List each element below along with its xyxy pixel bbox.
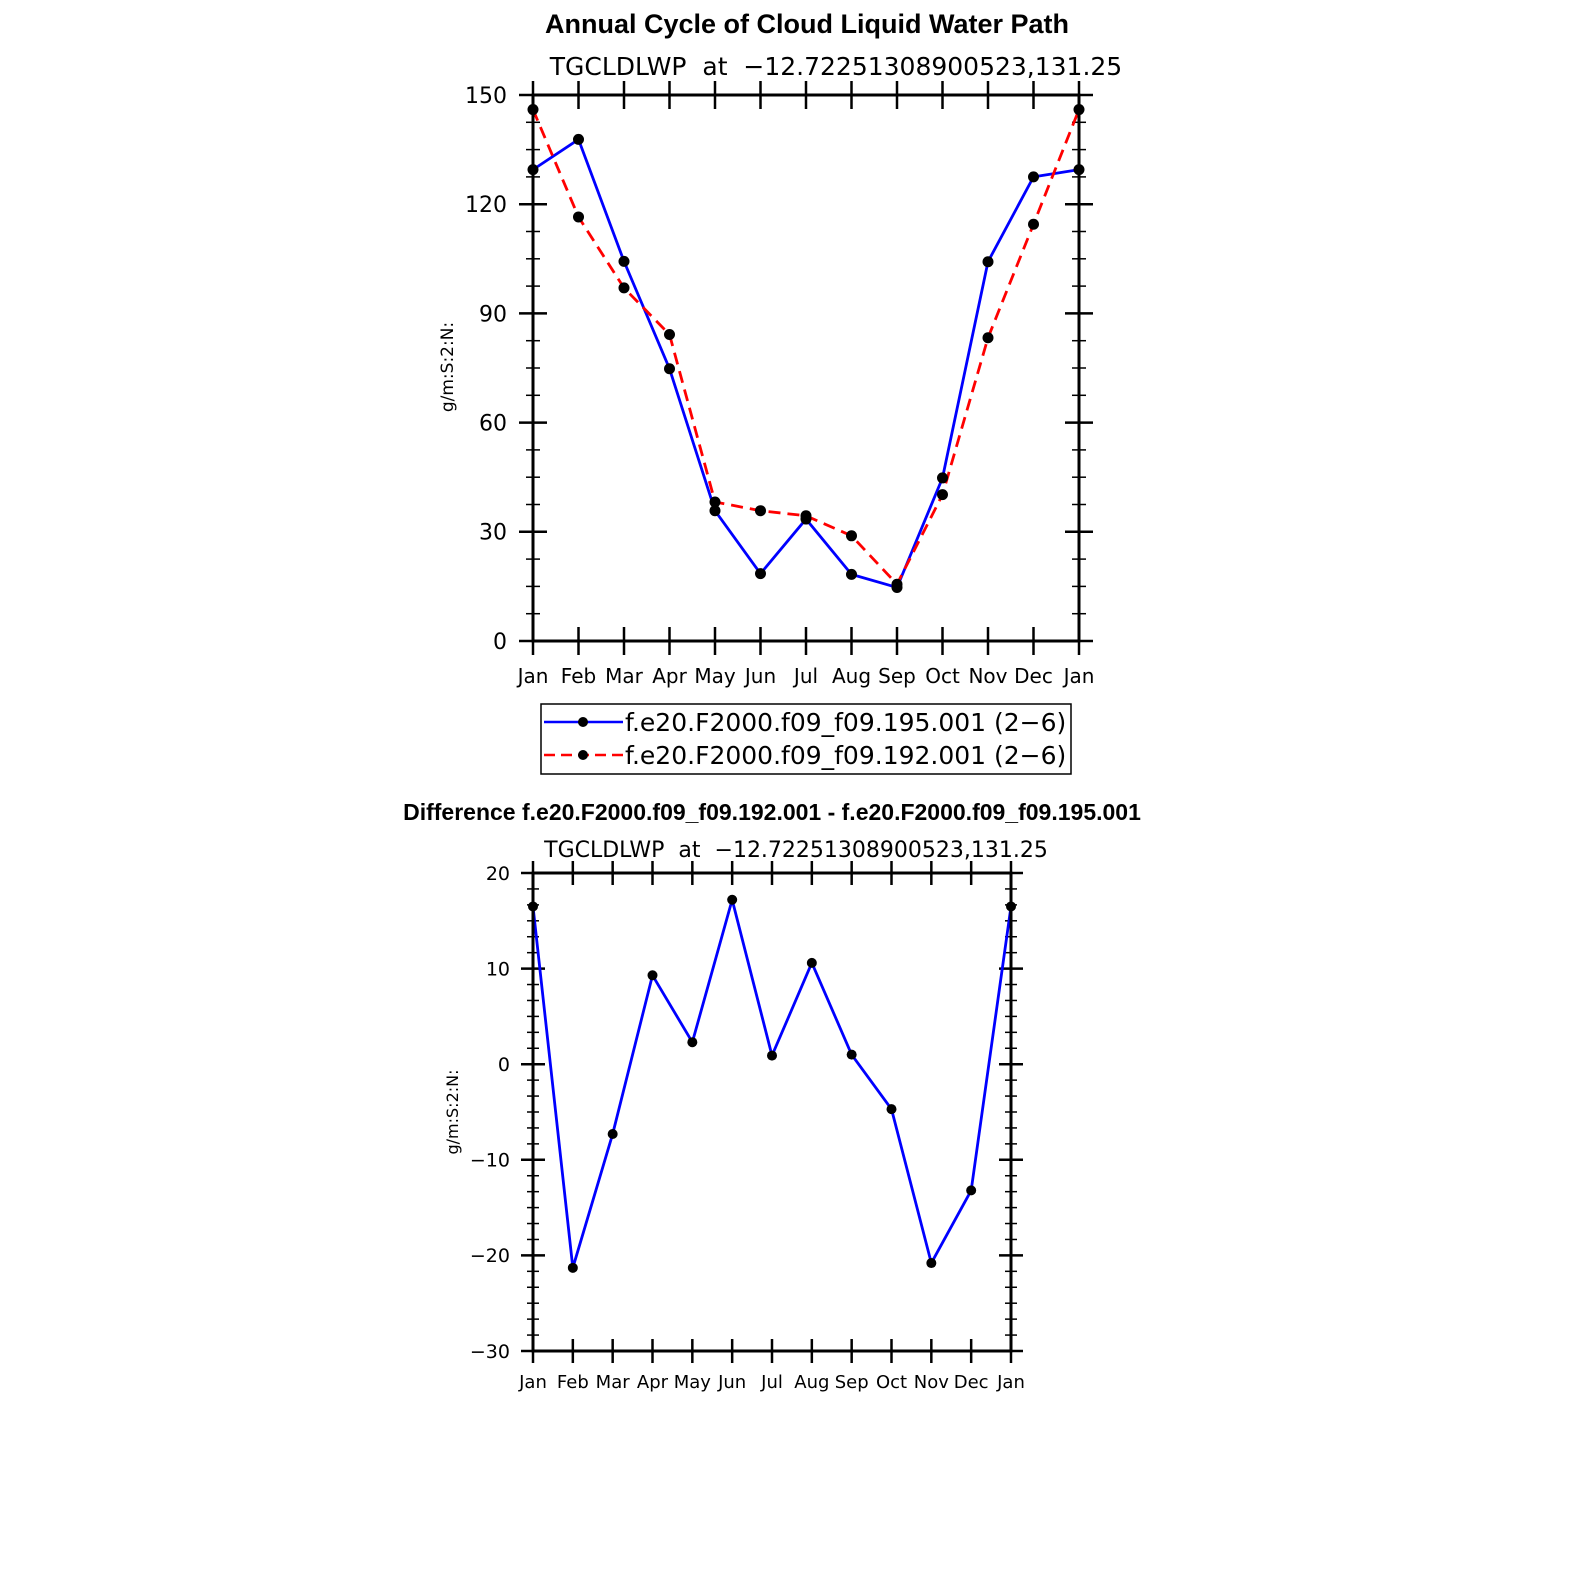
ticks-group — [519, 81, 1093, 655]
x-tick-label: Apr — [637, 1372, 669, 1393]
x-tick-label: Mar — [596, 1372, 631, 1393]
data-point-series-1 — [846, 530, 857, 542]
x-tick-label: Apr — [652, 664, 687, 688]
y-tick-label: 20 — [486, 863, 510, 885]
data-point-series-1 — [1028, 218, 1039, 230]
data-point-series-1 — [937, 489, 948, 501]
data-point-series-0 — [647, 970, 658, 981]
data-point-series-0 — [709, 505, 721, 517]
chart-subtitle: TGCLDLWP at −12.72251308900523,131.25 — [549, 52, 1122, 81]
plot-frame — [531, 93, 1081, 643]
data-point-series-1 — [800, 510, 812, 522]
legend-label-model-195: f.e20.F2000.f09_f09.195.001 (2−6) — [625, 708, 1066, 737]
y-tick-label: 90 — [479, 302, 507, 327]
x-tick-label: May — [694, 664, 736, 688]
y-tick-label: 150 — [465, 84, 507, 109]
data-point-series-0 — [727, 894, 738, 905]
y-tick-label: 10 — [486, 958, 510, 980]
x-tick-label: Nov — [914, 1372, 949, 1393]
difference-plot-frame — [531, 871, 1013, 1353]
data-point-series-0 — [664, 363, 675, 375]
x-tick-label: Aug — [794, 1372, 829, 1393]
difference-tick-labels: Jan Feb Mar Apr May Jun Jul Aug Sep Oct Nov Dec Jan−… — [470, 863, 1025, 1393]
series-markers — [527, 104, 1085, 593]
y-tick-label: 30 — [479, 521, 507, 546]
x-tick-label: Jan — [518, 1372, 547, 1393]
data-point-series-1 — [618, 282, 630, 294]
tick-labels: Jan Feb Mar Apr May Jun Jul Aug Sep Oct Nov Dec Jan 0… — [465, 84, 1094, 688]
data-point-series-0 — [618, 255, 630, 267]
data-point-series-0 — [567, 1262, 578, 1273]
data-point-series-1 — [709, 496, 721, 508]
x-tick-label: Jun — [717, 1372, 746, 1393]
data-point-series-1 — [664, 329, 675, 341]
difference-ticks-group — [521, 861, 1023, 1363]
data-point-series-0 — [767, 1050, 777, 1061]
x-tick-label: Jan — [996, 1372, 1025, 1393]
data-point-series-1 — [891, 578, 903, 590]
data-point-series-0 — [966, 1185, 977, 1196]
y-tick-label: −10 — [470, 1150, 510, 1172]
legend-marker-model-195 — [578, 717, 588, 727]
difference-chart-title: Difference f.e20.F2000.f09_f09.192.001 -… — [403, 799, 1141, 825]
data-point-series-1 — [755, 505, 766, 517]
y-tick-label: −20 — [470, 1245, 510, 1267]
x-tick-label: May — [674, 1372, 712, 1393]
legend-box — [540, 703, 1072, 775]
data-point-series-0 — [846, 1049, 857, 1060]
x-tick-label: Feb — [561, 664, 596, 688]
data-point-series-0 — [886, 1104, 897, 1115]
data-point-series-1 — [573, 211, 584, 223]
y-tick-label: 0 — [493, 630, 507, 655]
series-line-0 — [531, 898, 1013, 1270]
x-tick-label: Jun — [743, 664, 776, 688]
x-tick-label: Mar — [605, 664, 644, 688]
x-tick-label: Jul — [760, 1372, 783, 1393]
x-tick-label: Aug — [832, 664, 871, 688]
data-point-series-0 — [755, 568, 766, 580]
data-point-series-0 — [846, 568, 857, 580]
x-tick-label: Dec — [954, 1372, 989, 1393]
x-tick-label: Nov — [968, 664, 1007, 688]
x-tick-label: Dec — [1014, 664, 1053, 688]
x-tick-label: Oct — [925, 664, 960, 688]
x-tick-label: Jan — [516, 664, 549, 688]
data-point-series-0 — [806, 957, 817, 968]
data-point-series-1 — [982, 332, 994, 344]
y-tick-label: −30 — [470, 1341, 510, 1363]
difference-chart: Difference f.e20.F2000.f09_f09.192.001 -… — [403, 799, 1141, 1393]
data-point-series-0 — [926, 1258, 937, 1269]
difference-y-axis-label: g/m:S:2:N: — [443, 1070, 462, 1155]
x-tick-label: Jan — [1062, 664, 1095, 688]
difference-series-lines — [531, 898, 1013, 1270]
data-point-series-0 — [982, 256, 994, 268]
x-tick-label: Feb — [557, 1372, 589, 1393]
data-point-series-0 — [1028, 171, 1039, 183]
data-point-series-0 — [937, 472, 948, 484]
y-tick-label: 0 — [498, 1054, 510, 1076]
x-tick-label: Sep — [878, 664, 916, 688]
legend: f.e20.F2000.f09_f09.195.001 (2−6) f.e20.… — [540, 703, 1072, 775]
legend-marker-model-192 — [578, 750, 588, 760]
y-axis-label: g/m:S:2:N: — [438, 322, 458, 412]
x-tick-label: Oct — [876, 1372, 907, 1393]
x-tick-label: Sep — [835, 1372, 869, 1393]
y-tick-label: 120 — [465, 193, 507, 218]
chart-title: Annual Cycle of Cloud Liquid Water Path — [545, 9, 1069, 39]
legend-label-model-192: f.e20.F2000.f09_f09.192.001 (2−6) — [625, 741, 1066, 770]
difference-series-markers — [528, 894, 1016, 1273]
data-point-series-0 — [687, 1037, 698, 1048]
x-tick-label: Jul — [792, 664, 818, 688]
difference-chart-subtitle: TGCLDLWP at −12.72251308900523,131.25 — [543, 838, 1048, 863]
data-point-series-0 — [607, 1128, 618, 1139]
data-point-series-0 — [573, 133, 584, 145]
annual-cycle-chart: Annual Cycle of Cloud Liquid Water Path … — [438, 9, 1122, 775]
y-tick-label: 60 — [479, 412, 507, 437]
